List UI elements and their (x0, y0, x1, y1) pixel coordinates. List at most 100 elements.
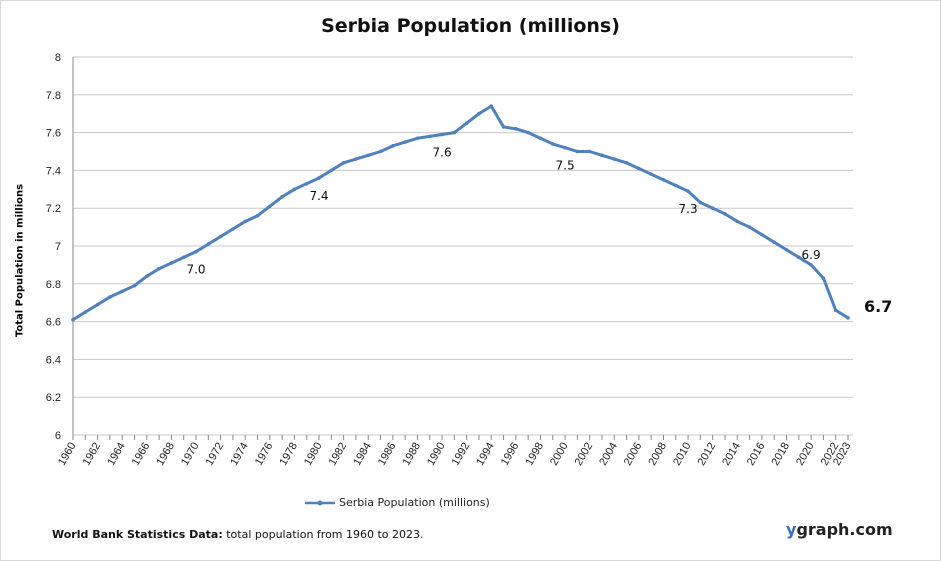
brand-logo[interactable]: ygraph.com (786, 520, 893, 539)
legend: Serbia Population (millions) (305, 496, 490, 509)
data-point (218, 234, 223, 239)
y-tick-label: 7.6 (46, 128, 61, 140)
x-tick-label: 1980 (302, 441, 325, 468)
x-tick-label: 1966 (130, 441, 153, 468)
x-tick-label: 2002 (573, 441, 596, 468)
y-tick-label: 6.2 (46, 392, 61, 404)
data-point (587, 149, 592, 154)
data-point (95, 302, 100, 307)
data-point (723, 212, 727, 216)
data-point (255, 213, 260, 218)
x-tick-label: 2018 (769, 441, 792, 468)
data-point (157, 266, 161, 271)
data-label: 6.9 (802, 248, 821, 262)
y-tick-label: 7.8 (46, 90, 61, 102)
data-label-final: 6.7 (864, 297, 892, 316)
data-point (735, 219, 740, 224)
data-point (169, 261, 174, 265)
x-tick-label: 2006 (622, 441, 645, 468)
y-tick-label: 7.4 (46, 165, 61, 177)
x-tick-label: 1984 (351, 441, 374, 468)
data-point (563, 145, 567, 150)
data-point (747, 225, 752, 229)
footer-bold: World Bank Statistics Data: (52, 528, 223, 541)
x-tick-label: 1986 (376, 441, 399, 468)
data-point (624, 161, 629, 165)
x-tick-label: 1982 (327, 441, 350, 468)
x-tick-label: 2020 (794, 441, 817, 468)
data-point (710, 206, 715, 210)
x-tick-label: 1960 (56, 441, 79, 468)
x-tick-label: 2016 (745, 441, 768, 468)
data-point (784, 247, 789, 252)
data-point (341, 161, 346, 165)
data-point (317, 176, 321, 180)
data-label: 7.3 (679, 202, 698, 216)
y-tick-label: 8 (55, 52, 61, 64)
x-tick-label: 1970 (179, 441, 202, 468)
data-point (108, 295, 112, 299)
legend-line-icon (305, 500, 335, 505)
data-point (796, 255, 801, 260)
x-tick-label: 2004 (597, 441, 620, 468)
data-point (366, 153, 371, 158)
data-point (526, 130, 530, 135)
y-tick-label: 6.6 (46, 317, 61, 329)
y-tick-label: 7.2 (46, 203, 61, 215)
data-point (280, 195, 284, 199)
data-point (268, 204, 272, 209)
y-tick-label: 7 (55, 241, 61, 253)
data-point (440, 132, 444, 137)
data-point (354, 157, 358, 161)
data-point (575, 149, 580, 154)
data-label: 7.5 (556, 159, 575, 173)
data-point (206, 242, 211, 246)
data-point (427, 134, 432, 139)
data-point (600, 153, 604, 158)
y-tick-label: 6.4 (46, 354, 61, 366)
data-point (846, 316, 850, 320)
x-tick-label: 2008 (646, 441, 669, 468)
data-point (550, 142, 555, 146)
x-tick-label: 2000 (548, 441, 571, 468)
x-tick-label: 1972 (204, 441, 227, 468)
x-tick-label: 1962 (81, 441, 104, 468)
data-point (538, 136, 543, 141)
data-point (378, 149, 383, 154)
data-point (329, 168, 334, 173)
x-tick-label: 1964 (105, 441, 128, 468)
data-point (464, 121, 469, 125)
data-point (391, 144, 395, 148)
data-point (243, 219, 248, 224)
data-point (501, 125, 506, 129)
data-point (181, 255, 186, 260)
data-point (821, 276, 826, 280)
data-point (833, 308, 838, 313)
x-tick-label: 1994 (474, 441, 497, 468)
data-point (649, 172, 653, 176)
data-point (612, 157, 617, 161)
footer-text: total population from 1960 to 2023. (222, 528, 424, 541)
data-label: 7.6 (433, 145, 452, 159)
data-point (194, 249, 198, 254)
series-line (72, 104, 849, 321)
data-point (304, 181, 309, 186)
x-tick-label: 1990 (425, 441, 448, 468)
x-tick-label: 1976 (253, 441, 276, 468)
data-point (686, 189, 690, 193)
data-label: 7.4 (309, 189, 328, 203)
data-point (489, 104, 494, 108)
x-tick-label: 2010 (671, 441, 694, 468)
x-tick-label: 1992 (450, 441, 473, 468)
x-tick-label: 1974 (228, 441, 251, 468)
x-tick-label: 2012 (696, 441, 719, 468)
legend-label: Serbia Population (millions) (339, 496, 490, 509)
data-point (132, 283, 137, 288)
data-point (403, 140, 407, 144)
data-point (809, 263, 813, 267)
data-point (514, 127, 518, 131)
data-point (698, 200, 703, 205)
x-tick-label: 1998 (523, 441, 546, 468)
data-point (231, 227, 235, 231)
